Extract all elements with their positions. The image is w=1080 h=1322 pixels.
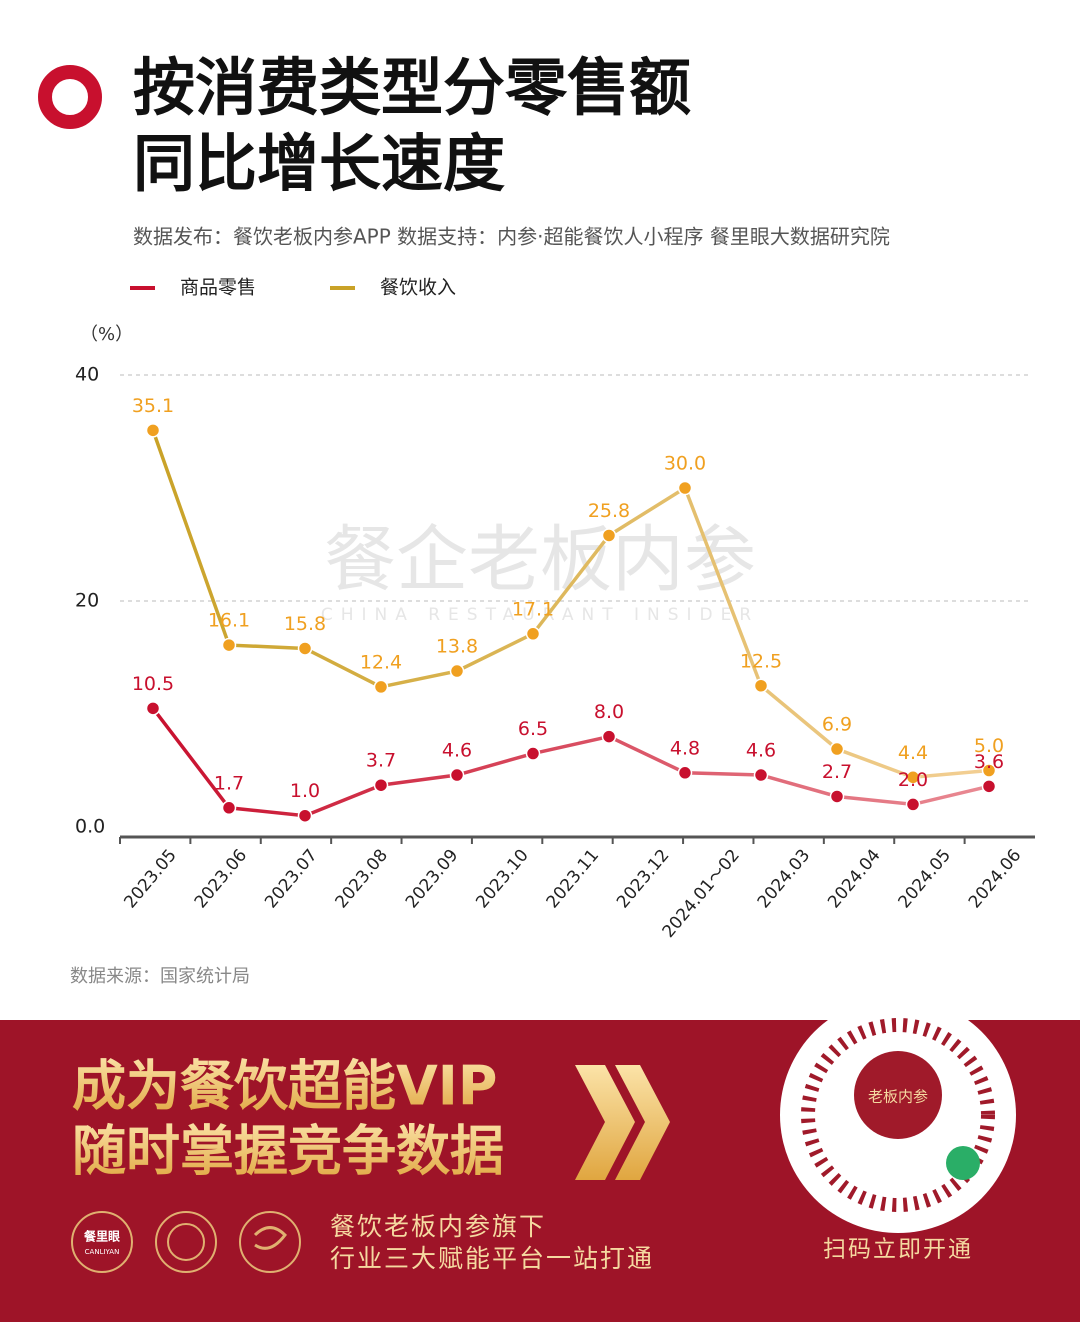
data-label: 13.8 xyxy=(436,636,478,658)
data-point xyxy=(297,808,313,823)
data-point xyxy=(373,777,389,793)
data-label: 12.4 xyxy=(360,651,402,673)
data-label: 25.8 xyxy=(588,500,630,522)
qr-code xyxy=(801,1018,995,1212)
logo xyxy=(253,1226,287,1250)
logo-text: CANLIYAN xyxy=(85,1248,120,1256)
data-point xyxy=(981,779,997,794)
data-label: 5.0 xyxy=(974,735,1004,757)
data-point xyxy=(829,789,845,804)
data-point xyxy=(449,663,465,679)
data-point xyxy=(449,767,465,783)
subtitle: 数据发布：餐饮老板内参APP 数据支持：内参·超能餐饮人小程序 餐里眼大数据研究… xyxy=(133,225,890,249)
data-point xyxy=(829,741,845,757)
y-unit: （%） xyxy=(80,324,133,345)
data-label: 6.9 xyxy=(822,714,852,736)
data-label: 4.8 xyxy=(670,737,700,759)
qr-center xyxy=(854,1051,942,1139)
logo xyxy=(155,1211,217,1273)
data-label: 16.1 xyxy=(208,610,250,632)
title: 同比增长速度 xyxy=(133,127,505,200)
tagline: 餐饮老板内参旗下 xyxy=(330,1212,546,1241)
data-label: 1.7 xyxy=(214,772,244,794)
y-tick-label: 40 xyxy=(75,364,99,386)
qr-center-text: 老板内参 xyxy=(868,1088,928,1106)
data-point xyxy=(221,637,237,653)
data-point xyxy=(753,767,769,783)
data-point xyxy=(677,480,693,496)
data-label: 3.7 xyxy=(366,750,396,772)
miniprogram-icon xyxy=(946,1146,980,1180)
data-label: 17.1 xyxy=(512,598,554,620)
data-point xyxy=(601,528,617,543)
data-label: 4.6 xyxy=(442,740,472,762)
data-label: 30.0 xyxy=(664,453,706,475)
data-point xyxy=(221,800,237,816)
data-point xyxy=(145,701,161,716)
legend-label: 商品零售 xyxy=(180,277,256,299)
chevrons xyxy=(575,1065,670,1180)
legend-label: 餐饮收入 xyxy=(380,277,456,299)
data-point xyxy=(297,641,313,656)
data-point xyxy=(373,679,389,695)
title: 按消费类型分零售额 xyxy=(133,51,691,124)
data-label: 6.5 xyxy=(518,718,548,740)
data-point xyxy=(753,678,769,693)
y-tick-label: 0.0 xyxy=(75,816,105,838)
source: 数据来源：国家统计局 xyxy=(70,966,250,987)
series-line xyxy=(151,429,990,780)
logo xyxy=(167,1223,205,1261)
data-point xyxy=(905,770,921,785)
data-point xyxy=(905,797,921,812)
data-label: 8.0 xyxy=(594,701,624,723)
banner-headline: 随时掌握竞争数据 xyxy=(72,1120,504,1183)
series-line xyxy=(151,707,990,818)
qr-call: 扫码立即开通 xyxy=(823,1237,973,1263)
data-point xyxy=(145,423,161,438)
data-point xyxy=(601,729,617,744)
data-label: 2.0 xyxy=(898,769,928,791)
data-label: 4.6 xyxy=(746,740,776,762)
data-point xyxy=(677,765,693,781)
data-label: 35.1 xyxy=(132,395,174,417)
logo xyxy=(71,1211,133,1273)
watermark: 餐企老板内参 xyxy=(324,518,756,602)
data-label: 2.7 xyxy=(822,761,852,783)
data-label: 10.5 xyxy=(132,673,174,695)
data-label: 3.6 xyxy=(974,751,1004,773)
tagline: 行业三大赋能平台一站打通 xyxy=(330,1244,654,1273)
watermark: CHINA RESTAURANT INSIDER xyxy=(321,605,759,625)
data-label: 4.4 xyxy=(898,742,928,764)
data-label: 12.5 xyxy=(740,650,782,672)
data-label: 1.0 xyxy=(290,780,320,802)
logo-text: 餐里眼 xyxy=(84,1229,120,1244)
logo xyxy=(239,1211,301,1273)
banner-headline: 成为餐饮超能VIP xyxy=(72,1055,497,1118)
data-point xyxy=(981,763,997,778)
title-icon xyxy=(38,65,102,129)
y-tick-label: 20 xyxy=(75,590,99,612)
data-point xyxy=(525,746,541,761)
data-point xyxy=(525,626,541,642)
data-label: 15.8 xyxy=(284,613,326,635)
